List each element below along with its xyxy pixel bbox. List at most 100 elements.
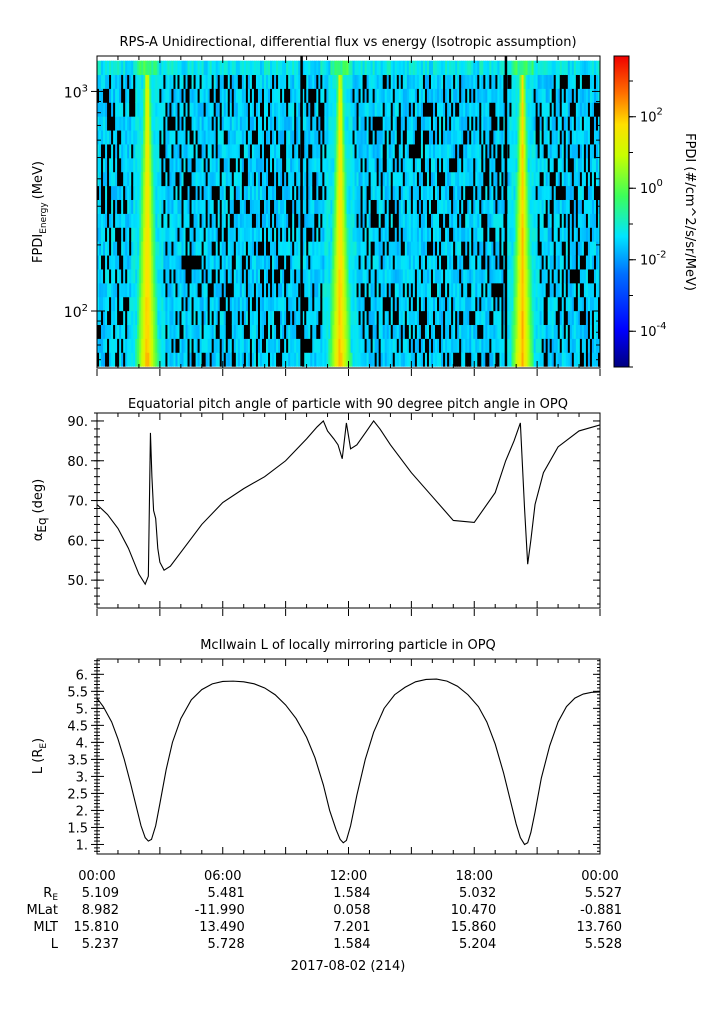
heatmap-cell [99,130,102,145]
heatmap-cell [396,74,400,89]
heatmap-cell [370,199,374,214]
heatmap-cell [237,282,241,298]
heatmap-cell [115,130,118,145]
heatmap-cell [290,255,293,270]
heatmap-cell [483,74,486,89]
heatmap-cell [181,282,185,298]
heatmap-cell [513,116,517,131]
heatmap-cell [481,185,484,201]
heatmap-cell [157,144,160,159]
heatmap-cell [507,241,511,256]
heatmap-cell [145,296,148,312]
heatmap-cell [398,144,402,159]
heatmap-cell [177,74,181,89]
heatmap-cell [149,213,152,228]
heatmap-cell [141,310,144,326]
heatmap-cell [356,338,360,353]
heatmap-cell [306,352,309,367]
heatmap-cell [247,324,251,339]
heatmap-cell [151,157,154,173]
heatmap-cell [177,185,181,201]
heatmap-cell [151,185,154,201]
heatmap-cell [274,213,277,228]
heatmap-cell [276,171,279,187]
heatmap-cell [320,324,323,339]
heatmap-cell [127,213,130,228]
heatmap-cell [479,296,482,312]
heatmap-cell [392,116,396,131]
heatmap-cell [382,157,386,173]
heatmap-cell [390,352,394,367]
heatmap-cell [394,213,398,228]
heatmap-cell [320,199,323,214]
heatmap-cell [543,102,547,117]
heatmap-cell [402,269,406,284]
heatmap-cell [131,102,134,117]
heatmap-cell [392,199,396,214]
heatmap-cell [545,144,549,159]
heatmap-cell [539,352,543,367]
heatmap-cell [286,102,289,117]
heatmap-cell [320,255,323,270]
heatmap-cell [191,171,195,187]
heatmap-cell [191,241,195,256]
heatmap-cell [517,74,521,89]
heatmap-cell [400,227,404,242]
heatmap-cell [276,185,279,201]
heatmap-cell [428,296,432,312]
heatmap-cell [384,213,388,228]
heatmap-cell [272,60,275,76]
heatmap-cell [161,227,164,242]
heatmap-cell [420,74,424,89]
heatmap-cell [445,296,448,312]
heatmap-cell [310,116,313,131]
heatmap-cell [117,324,120,339]
heatmap-cell [382,282,386,298]
heatmap-cell [101,171,104,187]
heatmap-cell [374,269,378,284]
heatmap-cell [135,255,138,270]
heatmap-cell [547,241,551,256]
heatmap-cell [245,60,249,76]
heatmap-cell [175,352,179,367]
heatmap-cell [133,116,136,131]
heatmap-cell [513,241,517,256]
heatmap-cell [400,296,404,312]
heatmap-cell [523,338,527,353]
heatmap-cell [245,102,249,117]
heatmap-cell [177,352,181,367]
heatmap-cell [332,60,336,76]
heatmap-cell [145,157,148,173]
heatmap-cell [326,74,329,89]
heatmap-cell [543,282,547,298]
heatmap-cell [400,185,404,201]
heatmap-cell [157,282,160,298]
heatmap-cell [304,102,307,117]
heatmap-cell [253,116,257,131]
heatmap-cell [445,157,448,173]
heatmap-cell [326,157,329,173]
heatmap-cell [523,171,527,187]
heatmap-cell [394,310,398,326]
heatmap-cell [467,199,470,214]
heatmap-cell [332,338,336,353]
heatmap-cell [402,74,406,89]
heatmap-cell [133,255,136,270]
heatmap-cell [306,157,309,173]
heatmap-cell [133,324,136,339]
heatmap-cell [243,74,247,89]
heatmap-cell [288,269,291,284]
heatmap-cell [292,227,295,242]
heatmap-cell [259,144,263,159]
heatmap-cell [274,130,277,145]
heatmap-cell [318,60,321,76]
heatmap-cell [433,310,436,326]
heatmap-cell [143,171,146,187]
heatmap-cell [266,157,269,173]
heatmap-cell [195,171,199,187]
heatmap-cell [109,185,112,201]
heatmap-cell [497,282,500,298]
heatmap-cell [424,157,428,173]
heatmap-cell [211,338,215,353]
heatmap-cell [535,199,539,214]
